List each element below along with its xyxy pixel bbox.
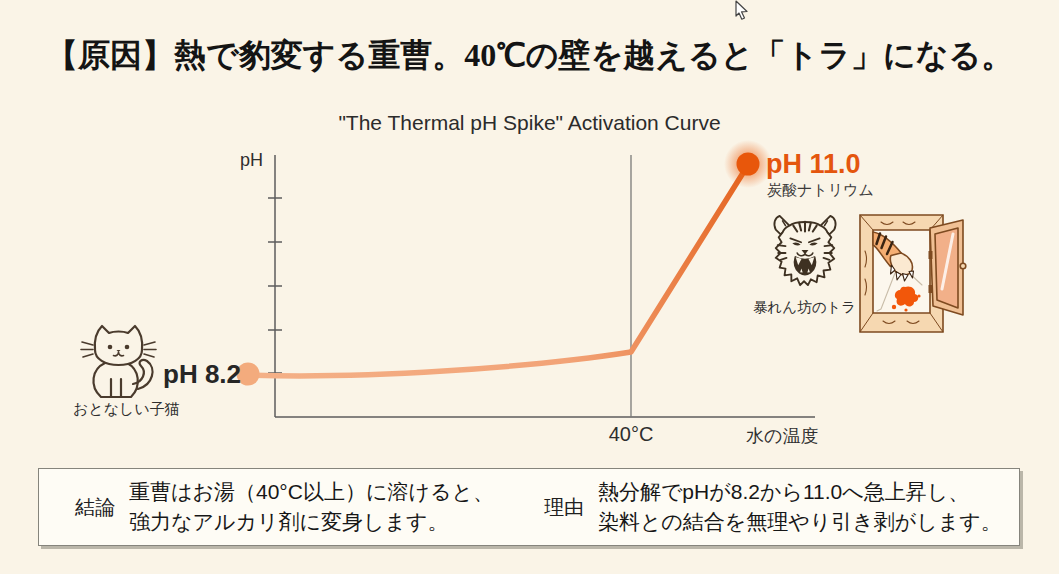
conclusion-text: 重曹はお湯（40°C以上）に溶けると、 強力なアルカリ剤に変身します。 xyxy=(129,477,494,537)
reason-group: 理由 熱分解でpHが8.2から11.0へ急上昇し、 染料との結合を無理やり引き剥… xyxy=(544,477,1002,537)
tiger-icon xyxy=(766,212,844,292)
x-tick-40c: 40°C xyxy=(601,423,661,446)
cat-caption: おとなしい子猫 xyxy=(73,400,180,419)
x-axis-label: 水の温度 xyxy=(746,424,818,448)
conclusion-label: 結論 xyxy=(75,494,115,521)
ph-curve xyxy=(248,165,748,376)
summary-box: 結論 重曹はお湯（40°C以上）に溶けると、 強力なアルカリ剤に変身します。 理… xyxy=(38,468,1020,546)
cat-icon xyxy=(78,318,164,402)
reason-text: 熱分解でpHが8.2から11.0へ急上昇し、 染料との結合を無理やり引き剥がしま… xyxy=(598,477,1002,537)
conclusion-group: 結論 重曹はお湯（40°C以上）に溶けると、 強力なアルカリ剤に変身します。 xyxy=(75,477,494,537)
start-ph-label: pH 8.2 xyxy=(163,359,241,390)
mouse-cursor-icon xyxy=(734,0,752,20)
reason-label: 理由 xyxy=(544,494,584,521)
end-ph-caption: 炭酸ナトリウム xyxy=(767,181,874,200)
tiger-caption: 暴れん坊のトラ xyxy=(753,298,856,317)
y-axis-label: pH xyxy=(240,150,263,171)
end-ph-label: pH 11.0 xyxy=(766,149,861,180)
window-icon xyxy=(857,213,969,335)
end-dot xyxy=(737,153,760,176)
slide: 【原因】熱で豹変する重曹。40℃の壁を越えると「トラ」になる。 "The The… xyxy=(0,0,1059,574)
